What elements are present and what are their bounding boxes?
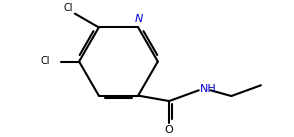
Text: NH: NH [200, 84, 216, 94]
Text: Cl: Cl [64, 3, 73, 13]
Text: N: N [135, 15, 143, 25]
Text: Cl: Cl [40, 55, 50, 65]
Text: O: O [165, 125, 173, 135]
